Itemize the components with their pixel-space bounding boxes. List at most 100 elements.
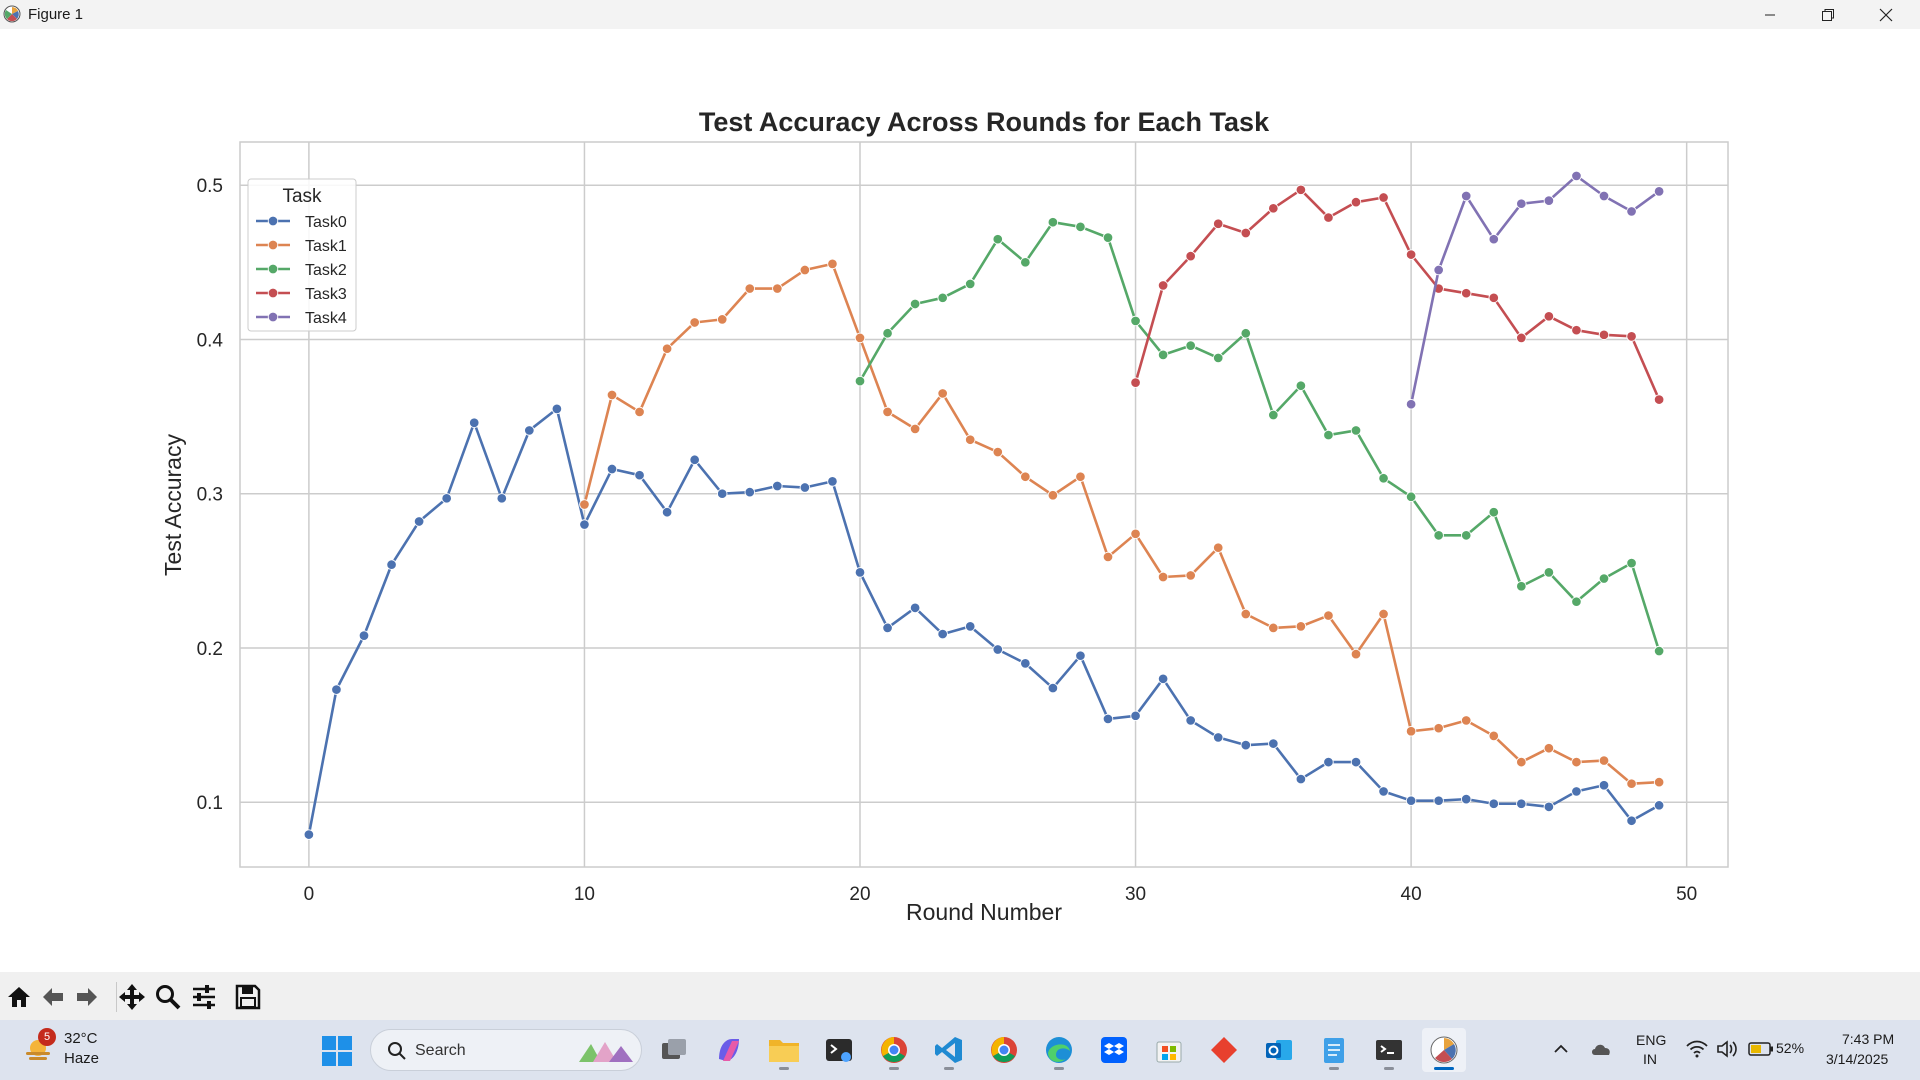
notepad-app[interactable]: [1312, 1028, 1356, 1072]
data-point: [909, 602, 921, 614]
input-region[interactable]: IN: [1643, 1051, 1657, 1067]
configure-subplots-button[interactable]: [187, 980, 221, 1014]
pan-button[interactable]: [115, 980, 149, 1014]
clock-date[interactable]: 3/14/2025: [1826, 1051, 1889, 1067]
input-language[interactable]: ENG: [1636, 1032, 1667, 1048]
data-point: [1516, 581, 1527, 592]
task-view-app[interactable]: [652, 1028, 696, 1072]
data-point: [1020, 257, 1031, 268]
vscode-app[interactable]: [927, 1028, 971, 1072]
terminal-admin-app[interactable]: [817, 1028, 861, 1072]
data-point: [1212, 352, 1224, 364]
legend-label: Task4: [305, 310, 347, 327]
legend-marker-task0: [267, 215, 279, 227]
copilot-app[interactable]: [707, 1028, 751, 1072]
x-tick-label: 40: [1401, 884, 1422, 905]
data-point: [1405, 398, 1417, 410]
vscode-icon: [935, 1037, 962, 1063]
microsoft-store-app[interactable]: [1147, 1028, 1191, 1072]
legend-items: Task0 Task1 Task2 Task3 Task4: [256, 214, 347, 327]
restore-button[interactable]: [1799, 0, 1857, 29]
terminal-app[interactable]: [1367, 1028, 1411, 1072]
close-button[interactable]: [1857, 0, 1915, 29]
x-tick-label: 30: [1125, 884, 1146, 905]
data-point: [772, 283, 783, 294]
data-point: [496, 493, 508, 504]
dropbox-icon: [1101, 1037, 1127, 1063]
weather-condition[interactable]: Haze: [64, 1050, 100, 1067]
data-point: [744, 486, 756, 498]
data-point: [1626, 815, 1637, 826]
data-point: [744, 283, 756, 294]
data-point: [992, 233, 1004, 245]
dropbox-app[interactable]: [1092, 1028, 1136, 1072]
window-title-bar: Figure 1: [0, 0, 1920, 29]
search-icon: [388, 1042, 406, 1060]
figure-canvas[interactable]: 0 10 20 30 40 50 0.1 0.2 0.3 0.4 0.5 Test Accuracy…: [0, 29, 1920, 972]
weather-temperature[interactable]: 32°C: [64, 1030, 98, 1047]
series-task3: [1130, 184, 1665, 405]
data-point: [1543, 311, 1555, 322]
file-explorer-app[interactable]: [762, 1028, 806, 1072]
terminal-icon: [1376, 1040, 1402, 1060]
data-point: [1433, 264, 1444, 276]
home-button[interactable]: [2, 980, 36, 1014]
data-point: [716, 488, 728, 499]
x-tick-label: 50: [1676, 884, 1697, 905]
volume-icon[interactable]: [1716, 1039, 1738, 1059]
data-point: [1543, 742, 1555, 754]
series-task0: [303, 403, 1665, 840]
legend-label: Task1: [305, 238, 347, 255]
battery-icon[interactable]: [1748, 1041, 1774, 1057]
data-point: [386, 559, 397, 570]
data-point: [1653, 645, 1665, 657]
data-point: [606, 463, 618, 475]
battery-percent[interactable]: 52%: [1776, 1040, 1805, 1056]
data-point: [1488, 730, 1500, 742]
data-point: [1626, 557, 1637, 569]
git-app[interactable]: [1202, 1028, 1246, 1072]
clock-time[interactable]: 7:43 PM: [1842, 1031, 1895, 1047]
data-point: [1598, 329, 1610, 341]
onedrive-cloud-icon[interactable]: [1590, 1040, 1612, 1058]
data-point: [1268, 409, 1279, 421]
weather-notification-badge: 5: [38, 1028, 56, 1046]
data-point: [1543, 801, 1555, 813]
taskbar-search-box[interactable]: Search: [370, 1029, 642, 1071]
data-point: [1102, 232, 1114, 243]
data-point: [1130, 710, 1141, 722]
chrome-app-2[interactable]: [982, 1028, 1026, 1072]
back-button[interactable]: [36, 980, 70, 1014]
data-point: [579, 499, 590, 510]
python-figure-app[interactable]: [1422, 1028, 1466, 1072]
chrome-icon: [881, 1037, 907, 1063]
legend-marker-task3: [267, 287, 279, 299]
data-point: [634, 406, 645, 418]
data-point: [854, 375, 866, 387]
running-indicator: [944, 1067, 954, 1070]
chevron-up-icon[interactable]: [1552, 1040, 1570, 1058]
data-point: [1460, 530, 1472, 541]
store-icon: [1156, 1041, 1182, 1063]
data-point: [1295, 380, 1307, 391]
minimize-button[interactable]: [1741, 0, 1799, 29]
forward-button[interactable]: [70, 980, 104, 1014]
data-point: [1653, 394, 1665, 405]
edge-app[interactable]: [1037, 1028, 1081, 1072]
data-point: [964, 621, 976, 632]
save-button[interactable]: [231, 980, 265, 1014]
restore-icon: [1822, 8, 1834, 21]
legend-title: Task: [282, 186, 322, 207]
zoom-button[interactable]: [151, 980, 185, 1014]
outlook-app[interactable]: [1257, 1028, 1301, 1072]
data-point: [882, 622, 893, 634]
x-tick-label: 20: [849, 884, 870, 905]
wifi-icon[interactable]: [1686, 1040, 1708, 1058]
plot-frame: [239, 141, 1729, 868]
grid: [240, 142, 1728, 867]
chrome-app-1[interactable]: [872, 1028, 916, 1072]
data-point: [1130, 528, 1141, 540]
windows-start-icon[interactable]: [321, 1035, 353, 1067]
data-point: [1185, 715, 1196, 726]
folder-icon: [769, 1040, 799, 1062]
